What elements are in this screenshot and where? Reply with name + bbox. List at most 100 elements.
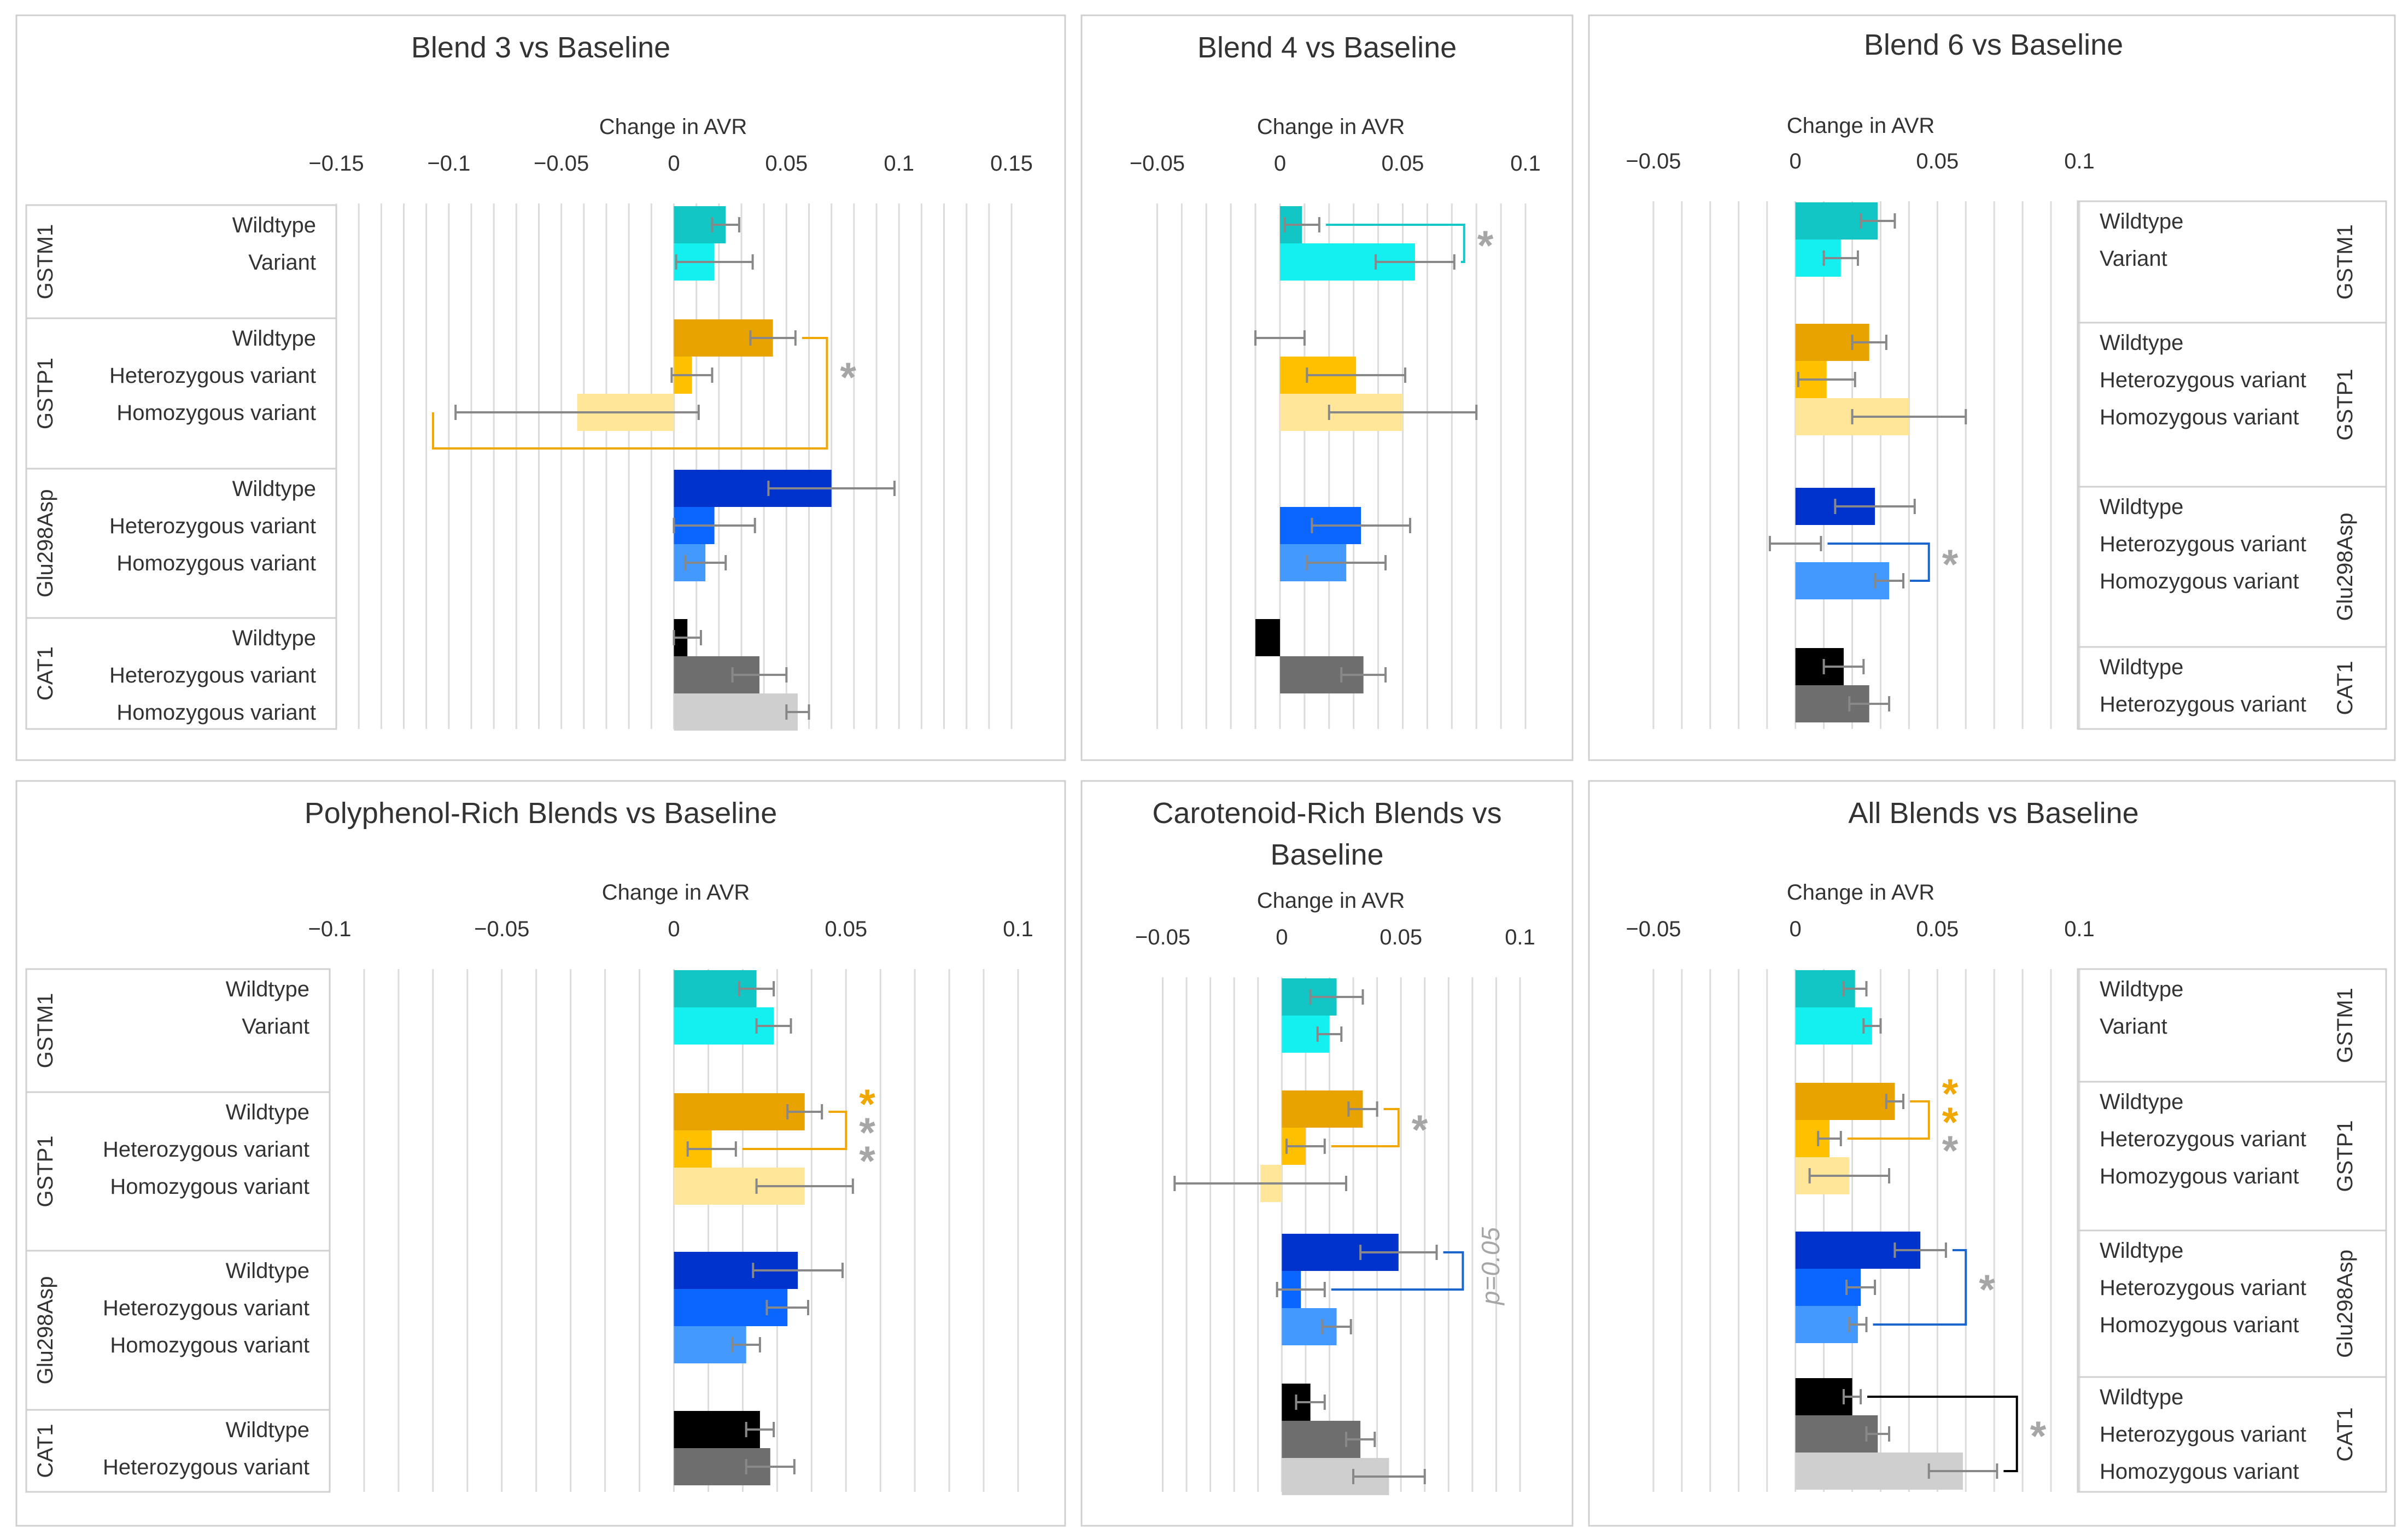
gene-label-glu298asp: Glu298Asp bbox=[33, 489, 57, 598]
tick-label: 0.05 bbox=[1916, 149, 1959, 173]
row-label: Variant bbox=[242, 1014, 309, 1039]
row-label: Heterozygous variant bbox=[109, 663, 316, 687]
tick-label: −0.1 bbox=[308, 917, 352, 941]
row-label: Homozygous variant bbox=[2100, 1313, 2299, 1337]
chart-title: Blend 4 vs Baseline bbox=[1197, 31, 1457, 64]
significance-mark: * bbox=[1942, 1128, 1959, 1174]
row-label: Wildtype bbox=[226, 1418, 309, 1442]
gene-label-gstp1: GSTP1 bbox=[33, 358, 57, 429]
chart-title: Polyphenol-Rich Blends vs Baseline bbox=[305, 797, 777, 830]
x-axis-label: Change in AVR bbox=[602, 880, 750, 905]
significance-bracket bbox=[1331, 1108, 1400, 1147]
row-label: Wildtype bbox=[226, 1259, 309, 1283]
gene-label-cat1: CAT1 bbox=[2333, 1407, 2357, 1461]
row-label: Wildtype bbox=[232, 213, 316, 237]
significance-mark: * bbox=[1412, 1107, 1428, 1153]
panel-frame bbox=[15, 14, 1066, 761]
bar-gstm1-variant bbox=[1795, 1007, 1872, 1045]
x-axis-label: Change in AVR bbox=[1257, 889, 1405, 913]
row-label: Wildtype bbox=[232, 477, 316, 501]
row-label: Homozygous variant bbox=[116, 401, 316, 425]
tick-label: 0.1 bbox=[1003, 917, 1033, 941]
chart-panel-5: Carotenoid-Rich Blends vs Baseline Change … bbox=[1080, 780, 1574, 1527]
tick-label: −0.05 bbox=[1626, 149, 1681, 173]
row-label: Homozygous variant bbox=[116, 551, 316, 575]
bar-cat1-heterozygous-variant bbox=[1795, 1415, 1878, 1452]
p-value-annotation: p=0.05 bbox=[1476, 1227, 1505, 1306]
significance-bracket bbox=[1331, 1251, 1464, 1291]
row-label: Heterozygous variant bbox=[103, 1296, 309, 1320]
gene-label-gstp1: GSTP1 bbox=[33, 1135, 57, 1207]
bar-gstp1-wildtype bbox=[1795, 1083, 1895, 1120]
chart-title: Blend 6 vs Baseline bbox=[1864, 28, 2123, 61]
row-label: Wildtype bbox=[2100, 495, 2183, 519]
tick-label: −0.05 bbox=[1130, 151, 1185, 176]
significance-bracket bbox=[1827, 542, 1930, 582]
tick-label: 0.1 bbox=[1505, 925, 1535, 949]
row-label: Heterozygous variant bbox=[109, 514, 316, 538]
significance-bracket bbox=[1873, 1249, 1967, 1326]
row-label: Heterozygous variant bbox=[2100, 692, 2306, 716]
x-axis-label: Change in AVR bbox=[1787, 114, 1935, 138]
significance-mark: * bbox=[859, 1081, 875, 1128]
row-label: Wildtype bbox=[2100, 977, 2183, 1001]
significance-mark: * bbox=[840, 354, 856, 401]
tick-label: 0 bbox=[1790, 149, 1802, 173]
row-label: Variant bbox=[2100, 1014, 2167, 1039]
bar-glu298asp-homozygous-variant bbox=[1795, 562, 1890, 599]
chart-title-line: Baseline bbox=[1270, 838, 1383, 871]
significance-mark: * bbox=[1942, 1099, 1959, 1146]
row-label: Homozygous variant bbox=[2100, 405, 2299, 429]
gene-label-cat1: CAT1 bbox=[33, 1424, 57, 1478]
chart-panel-2: Blend 4 vs Baseline Change in AVR −0.05 0 0.… bbox=[1080, 14, 1574, 761]
tick-label: −0.05 bbox=[534, 151, 589, 176]
significance-mark: * bbox=[1979, 1267, 1995, 1313]
row-label: Heterozygous variant bbox=[2100, 532, 2306, 556]
panel-frame bbox=[15, 780, 1066, 1527]
row-label: Variant bbox=[2100, 247, 2167, 271]
significance-bracket bbox=[432, 337, 828, 450]
row-label: Heterozygous variant bbox=[2100, 368, 2306, 392]
gene-label-cat1: CAT1 bbox=[2333, 661, 2357, 715]
tick-label: 0.05 bbox=[765, 151, 808, 176]
chart-title: Carotenoid-Rich Blends vs Baseline bbox=[1152, 797, 1501, 871]
bar-cat1-wildtype bbox=[1255, 619, 1280, 656]
bar-cat1-homozygous-variant bbox=[674, 693, 798, 731]
x-axis-label: Change in AVR bbox=[1257, 115, 1405, 139]
tick-label: −0.15 bbox=[308, 151, 364, 176]
row-label: Heterozygous variant bbox=[2100, 1276, 2306, 1300]
row-label: Heterozygous variant bbox=[103, 1138, 309, 1162]
gene-label-cat1: CAT1 bbox=[33, 646, 57, 701]
bar-glu298asp-homozygous-variant bbox=[1795, 1306, 1858, 1343]
row-label: Heterozygous variant bbox=[2100, 1422, 2306, 1446]
row-label: Wildtype bbox=[232, 626, 316, 650]
tick-label: 0 bbox=[668, 151, 680, 176]
tick-label: 0.15 bbox=[990, 151, 1033, 176]
panel-frame bbox=[1588, 14, 2396, 761]
row-label: Wildtype bbox=[2100, 655, 2183, 679]
significance-bracket bbox=[1847, 1100, 1930, 1140]
row-label: Homozygous variant bbox=[116, 701, 316, 725]
gene-label-glu298asp: Glu298Asp bbox=[2333, 1250, 2357, 1358]
tick-label: 0.05 bbox=[1380, 925, 1422, 949]
tick-label: 0.1 bbox=[884, 151, 914, 176]
chart-title: Blend 3 vs Baseline bbox=[411, 31, 670, 64]
gene-label-gstm1: GSTM1 bbox=[2333, 988, 2357, 1063]
significance-mark: * bbox=[1942, 1071, 1959, 1117]
gene-label-glu298asp: Glu298Asp bbox=[33, 1276, 57, 1385]
tick-label: −0.1 bbox=[427, 151, 470, 176]
category-box bbox=[2077, 1376, 2387, 1493]
gene-label-gstp1: GSTP1 bbox=[2333, 1120, 2357, 1192]
tick-label: −0.05 bbox=[1135, 925, 1190, 949]
tick-label: 0.05 bbox=[825, 917, 867, 941]
row-label: Wildtype bbox=[2100, 1385, 2183, 1409]
x-axis-label: Change in AVR bbox=[599, 115, 747, 139]
tick-label: −0.05 bbox=[474, 917, 529, 941]
row-label: Variant bbox=[248, 250, 316, 275]
panel-frame bbox=[1588, 780, 2396, 1527]
row-label: Wildtype bbox=[226, 1100, 309, 1124]
tick-label: 0.05 bbox=[1916, 917, 1959, 941]
tick-label: 0 bbox=[1790, 917, 1802, 941]
row-label: Wildtype bbox=[226, 977, 309, 1001]
